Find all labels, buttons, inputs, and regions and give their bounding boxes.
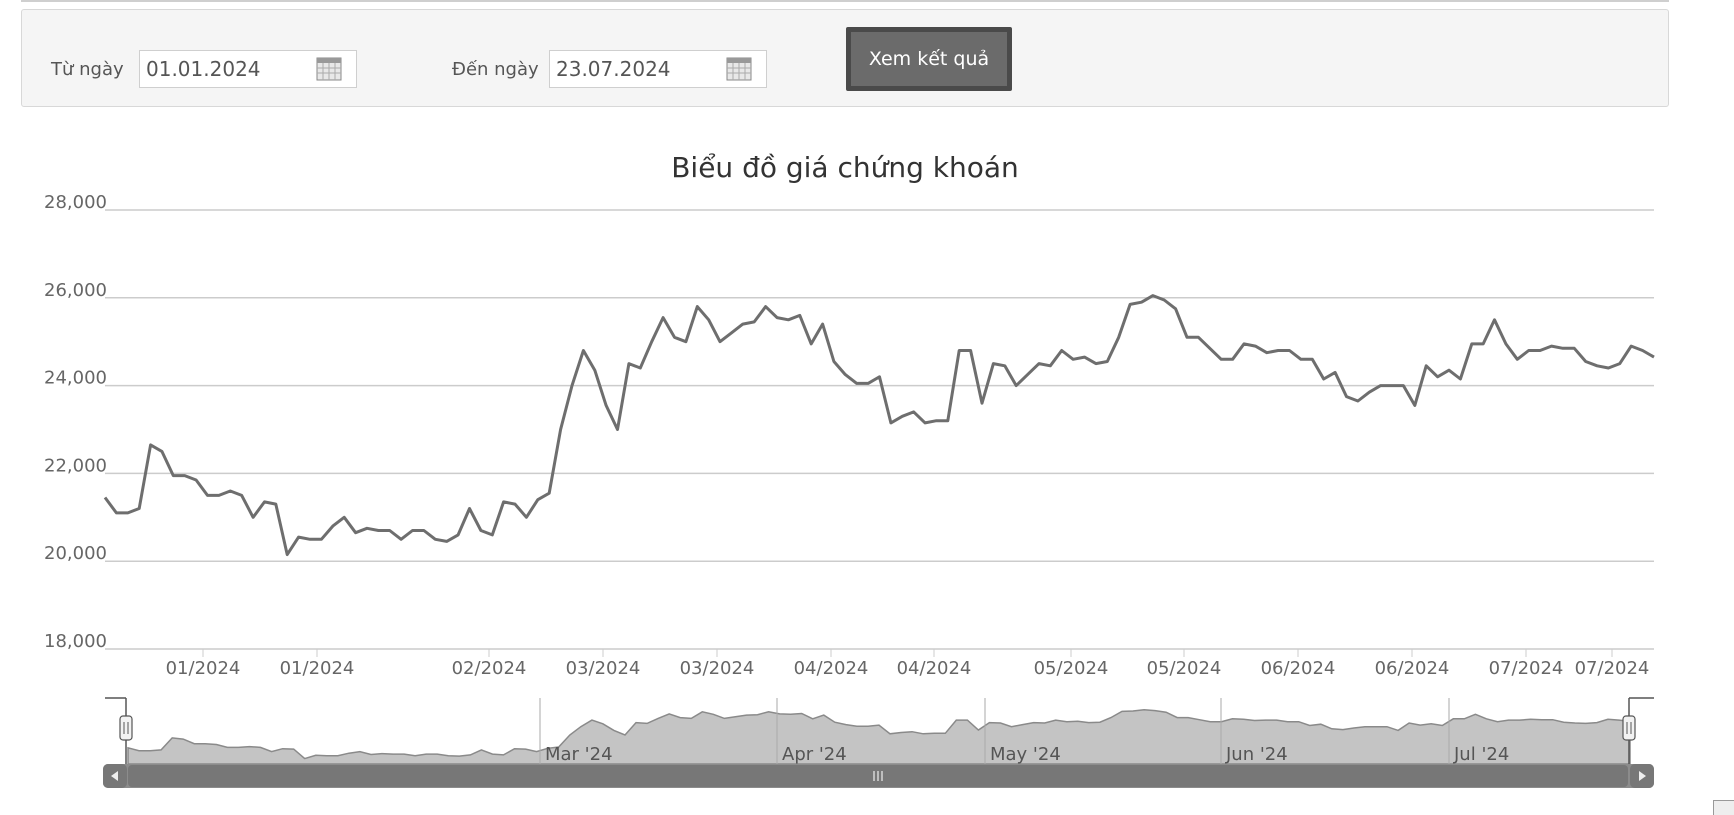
x-tick-label: 06/2024 [1261, 658, 1336, 679]
price-series-line [103, 294, 1655, 557]
arrow-right-icon [1639, 771, 1646, 781]
from-date-input[interactable] [146, 57, 306, 81]
calendar-icon[interactable] [726, 57, 752, 81]
navigator-label: Apr '24 [782, 744, 847, 765]
plot-area [103, 294, 1655, 557]
y-tick-label: 28,000 [44, 192, 107, 213]
top-divider [21, 0, 1669, 2]
y-axis: 28,000 26,000 24,000 22,000 20,000 18,000 [44, 192, 107, 652]
x-tick-label: 01/2024 [166, 658, 241, 679]
from-date-label: Từ ngày [51, 59, 124, 80]
x-tick-label: 04/2024 [794, 658, 869, 679]
view-results-button[interactable]: Xem kết quả [846, 27, 1012, 91]
y-tick-label: 20,000 [44, 543, 107, 564]
navigator-label: Jul '24 [1453, 744, 1509, 765]
x-tick-label: 06/2024 [1375, 658, 1450, 679]
to-date-field[interactable] [549, 50, 767, 88]
navigator[interactable]: Mar '24 Apr '24 May '24 Jun '24 Jul '24 [103, 697, 1654, 788]
navigator-label: Mar '24 [545, 744, 613, 765]
stock-price-chart: Biểu đồ giá chứng khoán 28,000 26,000 24,0… [44, 151, 1655, 788]
y-tick-label: 22,000 [44, 455, 107, 476]
y-tick-label: 24,000 [44, 368, 107, 389]
x-tick-label: 07/2024 [1489, 658, 1564, 679]
y-tick-label: 26,000 [44, 280, 107, 301]
calendar-icon[interactable] [316, 57, 342, 81]
date-filter-panel: Từ ngày Đến ngày [21, 9, 1669, 107]
navigator-handle [119, 715, 133, 741]
navigator-series [127, 708, 1631, 765]
to-date-input[interactable] [556, 57, 716, 81]
chart-title: Biểu đồ giá chứng khoán [671, 151, 1019, 184]
x-tick-label: 07/2024 [1575, 658, 1650, 679]
x-tick-label: 01/2024 [280, 658, 355, 679]
to-date-label: Đến ngày [452, 59, 539, 80]
navigator-label: Jun '24 [1225, 744, 1288, 765]
navigator-handle [1622, 715, 1636, 741]
from-date-field[interactable] [139, 50, 357, 88]
view-results-label: Xem kết quả [851, 32, 1007, 86]
x-tick-label: 02/2024 [452, 658, 527, 679]
x-tick-label: 05/2024 [1147, 658, 1222, 679]
navigator-label: May '24 [990, 744, 1061, 765]
arrow-left-icon [111, 771, 118, 781]
x-tick-label: 05/2024 [1034, 658, 1109, 679]
resize-handle[interactable] [1713, 800, 1734, 815]
y-tick-label: 18,000 [44, 631, 107, 652]
x-tick-label: 03/2024 [566, 658, 641, 679]
x-tick-label: 04/2024 [897, 658, 972, 679]
x-axis: 01/2024 01/2024 02/2024 03/2024 03/2024 04/20… [166, 649, 1650, 679]
grid-lines [105, 209, 1654, 650]
x-tick-label: 03/2024 [680, 658, 755, 679]
